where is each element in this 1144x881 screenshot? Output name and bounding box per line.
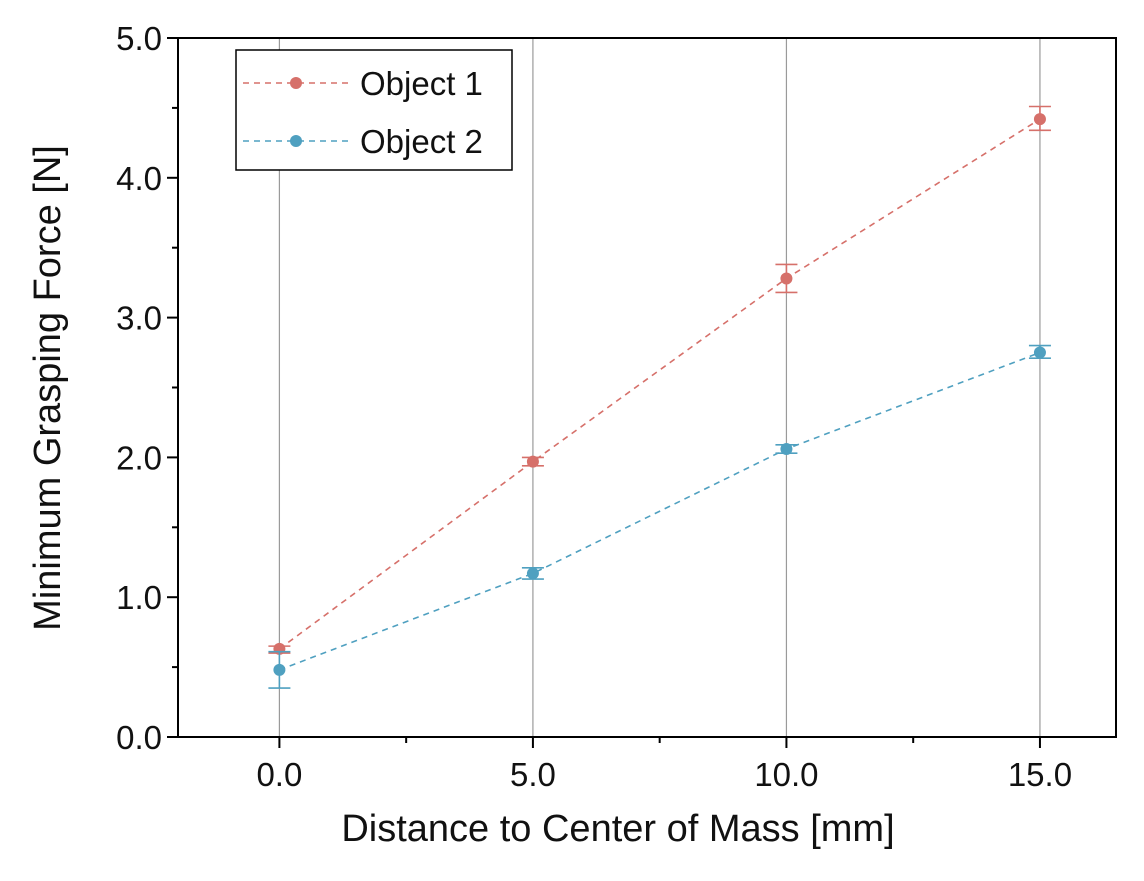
y-tick-label-4: 4.0 [116, 160, 162, 197]
legend-box [235, 49, 513, 171]
x-tick-label-2: 10.0 [754, 756, 818, 793]
y-axis-title: Minimum Grasping Force [N] [27, 145, 69, 631]
x-tick-label-1: 5.0 [510, 756, 556, 793]
data-point-s2-p0 [273, 663, 286, 676]
axes: 0.0 5.0 10.0 15.0 0.0 1.0 2.0 3.0 4.0 5.0 [116, 20, 1072, 793]
legend: Object 1 Object 2 [235, 49, 513, 171]
y-tick-label-3: 3.0 [116, 300, 162, 337]
legend-label-object-1: Object 1 [360, 65, 483, 102]
series-line-1 [278, 118, 1041, 650]
y-tick-label-5: 5.0 [116, 20, 162, 57]
x-tick-label-3: 15.0 [1008, 756, 1072, 793]
data-point-s2-p1 [526, 567, 539, 580]
legend-marker-object-2 [290, 135, 302, 147]
data-point-s2-p2 [780, 443, 793, 456]
series-line-2 [279, 351, 1041, 671]
series-layer [268, 105, 1051, 689]
x-tick-label-0: 0.0 [256, 756, 302, 793]
x-axis-title: Distance to Center of Mass [mm] [341, 808, 894, 850]
data-point-s1-p3 [1033, 113, 1046, 126]
data-point-s1-p2 [780, 272, 793, 285]
y-tick-label-2: 2.0 [116, 439, 162, 476]
data-point-s1-p1 [526, 455, 539, 468]
legend-label-object-2: Object 2 [360, 123, 483, 160]
legend-marker-object-1 [290, 77, 302, 89]
data-point-s2-p3 [1033, 346, 1046, 359]
y-tick-label-0: 0.0 [116, 719, 162, 756]
y-tick-label-1: 1.0 [116, 579, 162, 616]
